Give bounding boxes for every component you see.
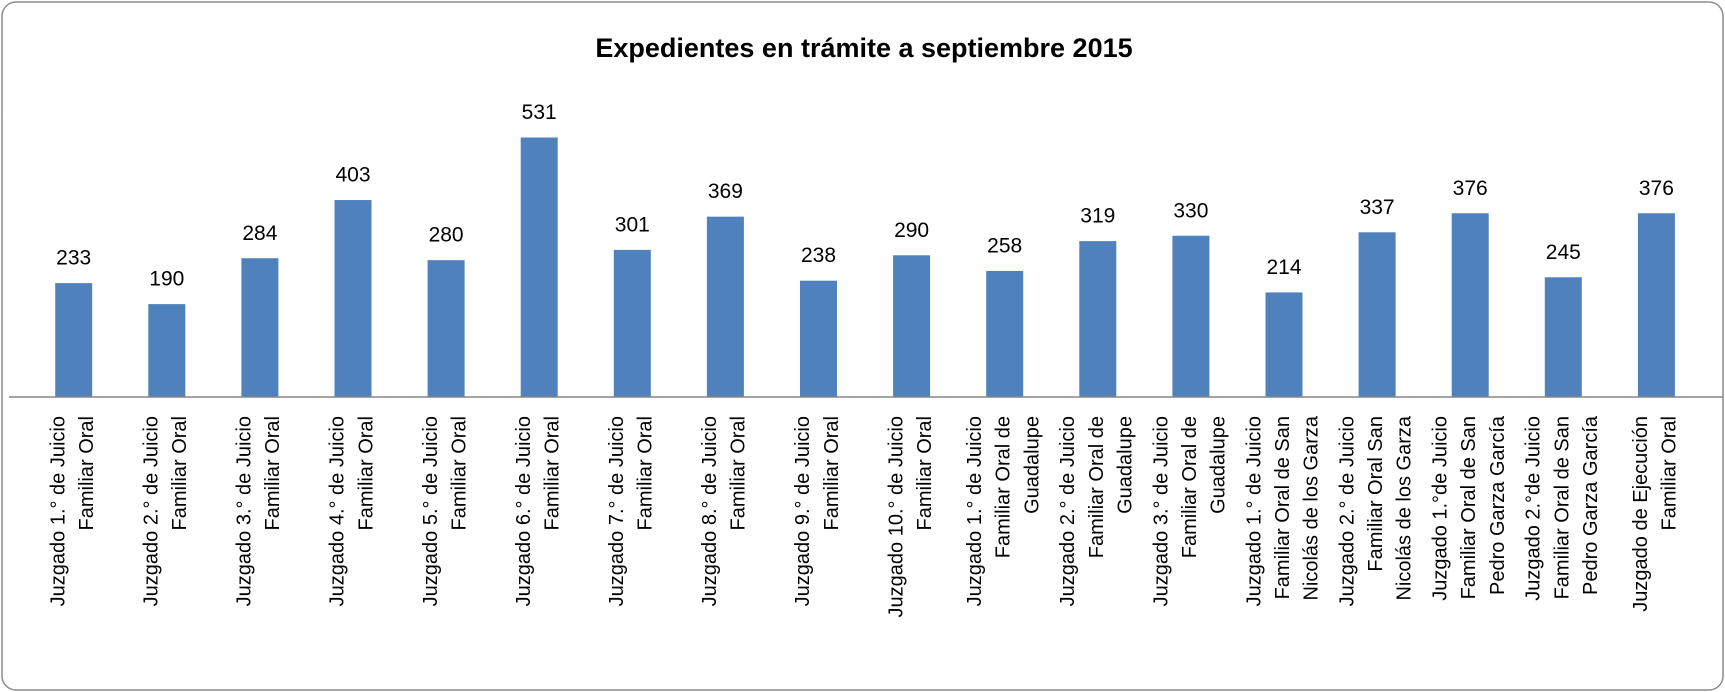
data-label: 319	[1080, 205, 1115, 228]
x-tick-label: Juzgado 10.° de Juicio Familiar Oral	[886, 416, 937, 617]
data-label: 376	[1453, 177, 1488, 200]
x-tick-label: Juzgado 2.°de Juicio Familiar Oral de San…	[1523, 415, 1602, 601]
x-tick-label: Juzgado 9.° de Juicio Familiar Oral	[792, 416, 843, 606]
data-label: 233	[56, 247, 91, 270]
data-label: 403	[335, 164, 370, 187]
data-label: 238	[801, 244, 836, 267]
bar	[613, 249, 651, 397]
data-label: 284	[242, 222, 277, 245]
data-label: 290	[894, 219, 929, 242]
x-tick-label: Juzgado 7.° de Juicio Familiar Oral	[606, 416, 657, 606]
x-tick-label: Juzgado 2.° de Juicio Familiar Oral San Ni…	[1337, 415, 1416, 606]
data-label: 214	[1266, 256, 1301, 279]
x-tick-label: Juzgado 3.° de Juicio Familiar Oral de Gua…	[1151, 416, 1230, 606]
bar	[427, 260, 465, 397]
x-tick-label: Juzgado 1.° de Juicio Familiar Oral de Sa…	[1244, 415, 1323, 606]
bar	[148, 304, 186, 397]
x-tick-label: Juzgado 4.° de Juicio Familiar Oral	[327, 416, 378, 606]
data-label: 337	[1360, 196, 1395, 219]
x-tick-label: Juzgado 6.° de Juicio Familiar Oral	[513, 416, 564, 606]
x-tick-label: Juzgado 2.° de Juicio Familiar Oral de Gua…	[1057, 416, 1136, 606]
bar	[1637, 213, 1675, 397]
x-tick-label: Juzgado 1.° de Juicio Familiar Oral de Gua…	[964, 416, 1043, 606]
bar	[1172, 235, 1210, 397]
x-tick-label: Juzgado 1.°de Juicio Familiar Oral de San…	[1430, 415, 1509, 601]
data-label: 531	[522, 101, 557, 124]
bar	[241, 258, 279, 397]
x-tick-label: Juzgado de Ejecución Familiar Oral	[1630, 416, 1681, 612]
data-label: 258	[987, 234, 1022, 257]
bar	[893, 255, 931, 397]
bar	[1358, 232, 1396, 397]
bar	[1451, 213, 1489, 397]
data-label: 190	[149, 268, 184, 291]
data-label: 280	[429, 224, 464, 247]
bar	[1265, 292, 1303, 397]
x-tick-label: Juzgado 1.° de Juicio Familiar Oral	[48, 416, 99, 606]
data-label: 301	[615, 213, 650, 236]
x-tick-label: Juzgado 5.° de Juicio Familiar Oral	[420, 416, 471, 606]
bar	[334, 200, 372, 397]
chart-title: Expedientes en trámite a septiembre 2015	[595, 33, 1132, 63]
data-label: 369	[708, 180, 743, 203]
data-label: 245	[1546, 241, 1581, 264]
x-tick-label: Juzgado 2.° de Juicio Familiar Oral	[141, 416, 192, 606]
data-label: 376	[1639, 177, 1674, 200]
bar	[1544, 277, 1582, 397]
bar	[55, 283, 93, 397]
bar	[520, 137, 558, 397]
bar	[800, 280, 837, 397]
bar	[706, 216, 744, 397]
x-tick-label: Juzgado 3.° de Juicio Familiar Oral	[234, 416, 285, 606]
x-tick-label: Juzgado 8.° de Juicio Familiar Oral	[699, 416, 750, 606]
bar	[1079, 241, 1117, 397]
bar	[986, 270, 1024, 397]
data-label: 330	[1173, 199, 1208, 222]
